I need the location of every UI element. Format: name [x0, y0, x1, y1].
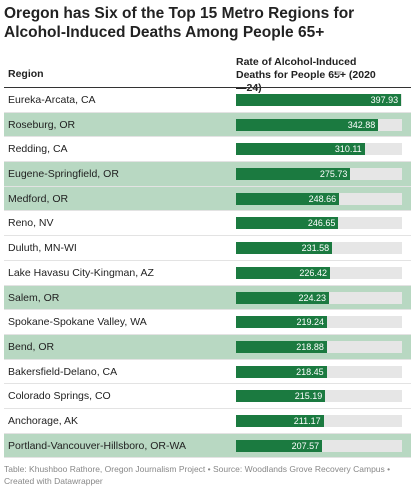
bar [236, 94, 402, 106]
region-label: Portland-Vancouver-Hillsboro, OR-WA [8, 439, 186, 452]
table-row: Anchorage, AK 211.17 [4, 409, 411, 434]
bar [236, 192, 340, 205]
value-label: 207.57 [291, 440, 320, 451]
region-label: Colorado Springs, CO [8, 390, 111, 403]
column-header: Region [8, 68, 44, 80]
table-row: Medford, OR 248.66 [4, 186, 411, 212]
bar-track: 211.17 [236, 414, 402, 427]
bar-track: 218.88 [236, 340, 402, 353]
region-label: Spokane-Spokane Valley, WA [8, 316, 147, 329]
bar [236, 266, 330, 279]
bar-track: 224.23 [236, 291, 402, 304]
bar [236, 291, 330, 304]
table-row: Portland-Vancouver-Hillsboro, OR-WA 207.5… [4, 433, 411, 459]
value-label: 342.88 [347, 119, 376, 130]
region-label: Medford, OR [8, 192, 69, 205]
bar-track: 218.45 [236, 365, 402, 378]
table-row: Redding, CA 310.11 [4, 137, 411, 163]
title: Oregon has Six of the Top 15 Metro Regio… [4, 5, 355, 41]
region-label: Lake Havasu City-Kingman, AZ [8, 266, 154, 279]
table-row: Salem, OR 224.23 [4, 285, 411, 311]
value-label: 218.88 [296, 341, 324, 352]
bar-track: 219.24 [236, 316, 402, 329]
bar-track: 226.42 [236, 266, 402, 279]
value-label: 224.23 [298, 292, 327, 303]
bar [236, 365, 327, 378]
table-row: Bakersfield-Delano, CA 218.45 [4, 360, 411, 385]
value-label: 248.66 [308, 193, 337, 204]
bar [236, 168, 351, 181]
region-label: Redding, CA [8, 143, 68, 156]
table-row: Duluth, MN-WI 231.58 [4, 236, 411, 261]
bar-track: 215.19 [236, 390, 402, 403]
value-label: 211.17 [293, 415, 321, 426]
value-label: 215.19 [294, 391, 323, 402]
bar [236, 118, 379, 131]
value-label: 397.93 [370, 95, 399, 105]
value-label: 219.24 [296, 317, 324, 328]
header-rule [4, 87, 411, 88]
value-label: 226.42 [299, 267, 327, 278]
sort-icon [335, 71, 342, 76]
bar-track: 342.88 [236, 118, 402, 131]
region-label: Anchorage, AK [8, 414, 79, 427]
bar [236, 242, 333, 255]
bar [236, 143, 365, 156]
bar [236, 316, 327, 329]
table-row: Eugene-Springfield, OR 275.73 [4, 162, 411, 187]
bar [236, 217, 339, 230]
table-row: Roseburg, OR 342.88 [4, 112, 411, 138]
bar [236, 340, 327, 353]
table-row: Eureka-Arcata, CA 397.93 [4, 88, 411, 113]
bar-track: 248.66 [236, 192, 402, 205]
table-row: Reno, NV 246.65 [4, 211, 411, 237]
bar [236, 390, 326, 403]
table-row: Colorado Springs, CO 215.19 [4, 384, 411, 409]
region-label: Bakersfield-Delano, CA [8, 365, 118, 378]
bar [236, 439, 323, 452]
bar-track: 207.57 [236, 439, 402, 452]
value-label: 246.65 [307, 218, 336, 229]
value-label: 310.11 [334, 144, 362, 155]
region-label: Duluth, MN-WI [8, 242, 77, 255]
region-label: Reno, NV [8, 217, 54, 230]
value-label: 231.58 [301, 243, 330, 254]
region-label: Roseburg, OR [8, 118, 76, 131]
table-row: Spokane-Spokane Valley, WA 219.24 [4, 310, 411, 335]
bar [236, 414, 324, 427]
table-row: Bend, OR 218.88 [4, 334, 411, 360]
bar-track: 275.73 [236, 168, 402, 181]
region-label: Bend, OR [8, 340, 55, 353]
value-label: 218.45 [296, 366, 324, 377]
bar-track: 397.93 [236, 94, 402, 106]
bar-track: 246.65 [236, 217, 402, 230]
region-label: Eureka-Arcata, CA [8, 94, 96, 106]
table-body: Eureka-Arcata, CA 397.93 Roseburg, OR 342.8… [4, 88, 411, 459]
source-note: Table: Khushboo Rathore, Oregon Journali… [4, 464, 391, 486]
value-label: 275.73 [319, 169, 348, 180]
bar-track: 231.58 [236, 242, 402, 255]
table-row: Lake Havasu City-Kingman, AZ 226.42 [4, 261, 411, 286]
region-label: Salem, OR [8, 291, 60, 304]
bar-track: 310.11 [236, 143, 402, 156]
region-label: Eugene-Springfield, OR [8, 168, 119, 181]
